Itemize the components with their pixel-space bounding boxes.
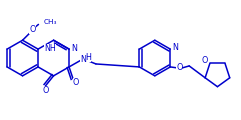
Text: NH: NH xyxy=(44,44,56,53)
Text: O: O xyxy=(201,56,208,65)
Text: CH₃: CH₃ xyxy=(43,19,57,25)
Text: O: O xyxy=(29,25,36,34)
Text: O: O xyxy=(176,63,182,72)
Text: N: N xyxy=(71,44,77,53)
Text: N: N xyxy=(80,55,86,65)
Text: O: O xyxy=(42,86,49,95)
Text: N: N xyxy=(172,43,178,52)
Text: H: H xyxy=(85,53,91,62)
Text: O: O xyxy=(73,78,79,87)
